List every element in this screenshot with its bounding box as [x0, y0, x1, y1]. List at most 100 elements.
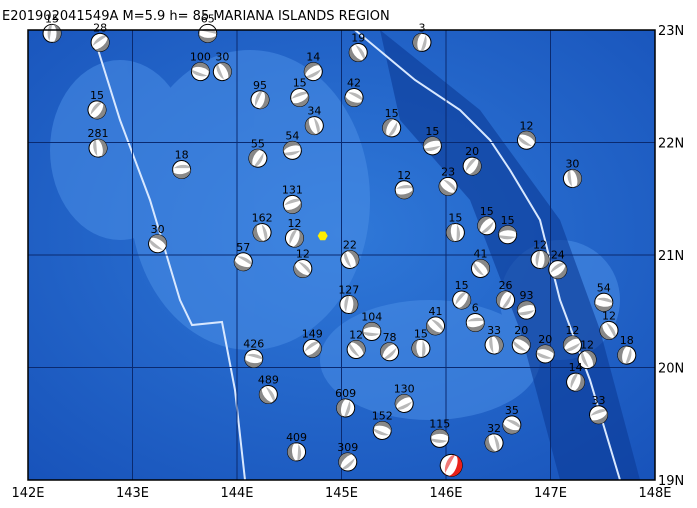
main-event	[439, 453, 463, 477]
beachball	[338, 452, 358, 472]
beachball-quadrant	[191, 69, 210, 77]
depth-label: 15	[385, 107, 399, 120]
beachball-quadrant	[373, 428, 391, 436]
beachball	[293, 259, 313, 278]
beachball-quadrant	[570, 373, 579, 391]
depth-label: 14	[569, 361, 583, 374]
beachball	[511, 335, 531, 355]
beachball-quadrant	[625, 346, 632, 365]
beachball	[248, 148, 268, 168]
y-tick-label: 19N	[658, 474, 684, 489]
beachball	[438, 176, 458, 196]
beachball-quadrant	[198, 32, 217, 43]
beachball-quadrant	[536, 351, 555, 359]
beachball-quadrant	[430, 438, 449, 443]
beachball	[90, 32, 110, 52]
beachball-quadrant	[426, 320, 443, 335]
beachball-quadrant	[491, 336, 504, 354]
depth-label: 12	[533, 239, 547, 252]
beachball-quadrant	[428, 318, 444, 332]
beachball-quadrant	[52, 24, 62, 43]
depth-label: 609	[335, 387, 356, 400]
depth-label: 12	[397, 169, 411, 182]
beachball	[284, 228, 304, 248]
beachball-quadrant	[341, 455, 356, 470]
depth-label: 15	[414, 327, 428, 340]
depth-label: 6	[472, 302, 479, 315]
beachball-quadrant	[539, 250, 550, 269]
beachball	[348, 43, 368, 62]
beachball-quadrant	[344, 295, 350, 314]
beachball-quadrant	[349, 343, 363, 358]
beachball	[445, 223, 465, 242]
depth-label: 15	[293, 77, 307, 90]
depth-label: 309	[337, 441, 358, 454]
beachball	[372, 421, 392, 440]
x-tick-label: 146E	[429, 486, 462, 501]
depth-label: 426	[243, 338, 264, 351]
frame	[27, 29, 656, 481]
beachball-quadrant	[564, 339, 582, 352]
beachball-quadrant	[295, 261, 311, 275]
map-title: E201902041549A M=5.9 h= 85 MARIANA ISLAN…	[2, 9, 390, 24]
depth-label: 22	[343, 239, 357, 252]
beachball-quadrant	[304, 341, 320, 355]
beachball-quadrant	[518, 131, 536, 145]
depth-label: 15	[90, 89, 104, 102]
depth-label: 14	[306, 51, 320, 64]
beachball-quadrant	[454, 292, 467, 308]
beachball-quadrant	[446, 223, 457, 242]
beachball-quadrant	[440, 179, 456, 192]
beachball	[190, 62, 210, 82]
beachball	[562, 335, 582, 355]
beachball-quadrant	[89, 102, 103, 118]
beachball-quadrant	[517, 307, 536, 316]
beachball-quadrant	[234, 258, 252, 271]
beachball-quadrant	[284, 200, 302, 214]
beachball-quadrant	[283, 147, 302, 156]
y-tick-label: 23N	[658, 24, 684, 39]
beachball-quadrant	[498, 234, 517, 240]
depth-label: 23	[441, 165, 455, 178]
beachball-quadrant	[352, 44, 365, 60]
beachball	[498, 225, 518, 245]
depth-label: 100	[190, 51, 211, 64]
beachball	[362, 322, 382, 341]
beachball-quadrant	[501, 291, 512, 309]
beachball	[87, 100, 107, 120]
beachball	[411, 338, 431, 358]
beachball-quadrant	[257, 91, 269, 109]
beachball-quadrant	[304, 62, 321, 77]
beachball-quadrant	[293, 262, 310, 278]
depth-label: 12	[349, 329, 363, 342]
depth-label: 409	[286, 431, 307, 444]
beachball-quadrant	[466, 317, 485, 325]
beachball	[530, 250, 550, 269]
beachball	[339, 295, 359, 314]
beachball	[516, 130, 536, 150]
depth-label: 24	[551, 249, 565, 262]
beachball	[42, 23, 62, 43]
beachball-quadrant	[149, 239, 166, 251]
depth-label: 32	[487, 422, 501, 435]
beachball	[484, 433, 504, 453]
depth-label: 35	[505, 404, 519, 417]
beachball	[426, 316, 446, 336]
depth-label: 281	[88, 127, 109, 140]
beachball-quadrant	[338, 453, 354, 469]
beachball-quadrant	[345, 92, 363, 101]
beachball	[244, 349, 264, 368]
beachball-quadrant	[513, 336, 531, 350]
beachball	[172, 160, 192, 179]
depth-label: 15	[480, 205, 494, 218]
beachball	[566, 372, 586, 392]
beachball-quadrant	[295, 442, 302, 461]
beachball-quadrant	[253, 224, 266, 242]
beachball-quadrant	[373, 421, 392, 433]
x-tick-label: 142E	[11, 486, 44, 501]
beachball-quadrant	[411, 339, 422, 358]
beachball-quadrant	[536, 345, 555, 357]
depth-label: 30	[151, 223, 165, 236]
beachball-quadrant	[234, 256, 252, 266]
beachball-quadrant	[244, 357, 263, 368]
